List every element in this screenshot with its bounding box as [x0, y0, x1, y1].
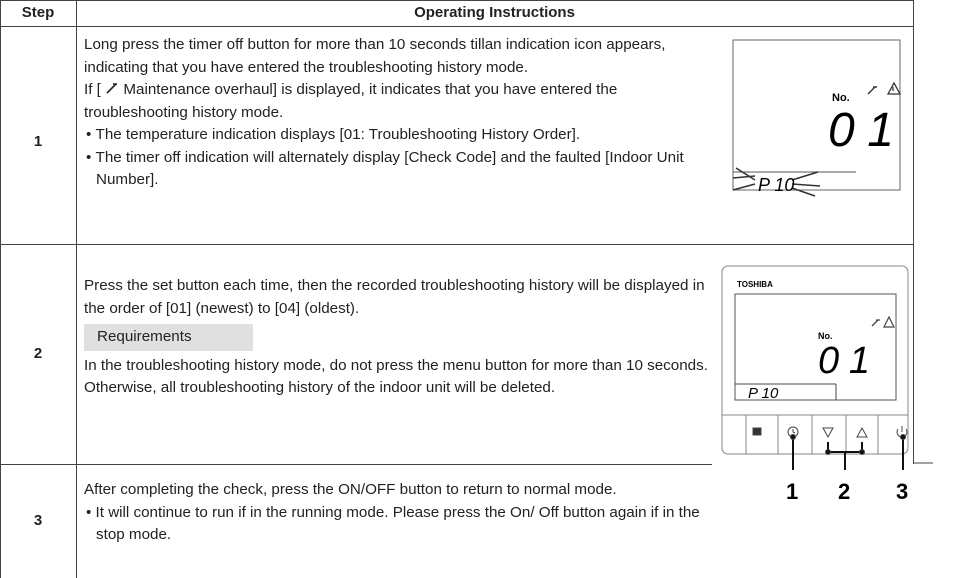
header-step: Step [21, 4, 55, 21]
step-text: Long press the timer off button for more… [84, 34, 720, 192]
paragraph: Press the set button each time, then the… [84, 277, 705, 317]
button-label: 2 [838, 479, 850, 504]
lcd-display [732, 39, 902, 197]
lcd-code: P 10 [758, 175, 794, 195]
bullet: The temperature indication displays [01:… [84, 124, 720, 147]
table-border [0, 0, 1, 578]
step-text: Press the set button each time, then the… [84, 275, 720, 400]
lcd-number: 01 [818, 340, 870, 382]
paragraph: Long press the timer off button for more… [84, 36, 666, 76]
table-border [913, 0, 914, 464]
wrench-icon [106, 83, 118, 94]
bullets: It will continue to run if in the runnin… [84, 502, 720, 547]
step-text: After completing the check, press the ON… [84, 479, 720, 547]
bullet: The timer off indication will alternatel… [84, 147, 720, 192]
paragraph: After completing the check, press the ON… [84, 481, 617, 498]
table-border [0, 244, 914, 245]
table-border [0, 0, 914, 1]
text: If [ [84, 81, 101, 98]
remote-brand: TOSHIBA [737, 280, 773, 289]
step-number: 2 [33, 345, 43, 362]
paragraph: If [ Maintenance overhaul] is displayed,… [84, 79, 720, 124]
step-number: 1 [33, 133, 43, 150]
paragraph: In the troubleshooting history mode, do … [84, 356, 708, 397]
button-label: 1 [786, 479, 798, 504]
table-border [0, 464, 712, 465]
button-label: 3 [896, 479, 908, 504]
header-instructions: Operating Instructions [414, 4, 575, 21]
step-number: 3 [33, 512, 43, 529]
lcd-number: 01 [828, 104, 894, 157]
lcd-code: P 10 [748, 385, 779, 402]
text: Maintenance overhaul] is displayed, it i… [84, 81, 618, 121]
table-border [76, 0, 77, 578]
bullet: It will continue to run if in the runnin… [84, 502, 720, 547]
lcd-no: No. [832, 92, 850, 104]
table-border [0, 26, 914, 27]
bullets: The temperature indication displays [01:… [84, 124, 720, 192]
lcd-no: No. [818, 331, 833, 341]
requirements-label: Requirements [84, 324, 253, 351]
remote-controller [721, 265, 933, 470]
